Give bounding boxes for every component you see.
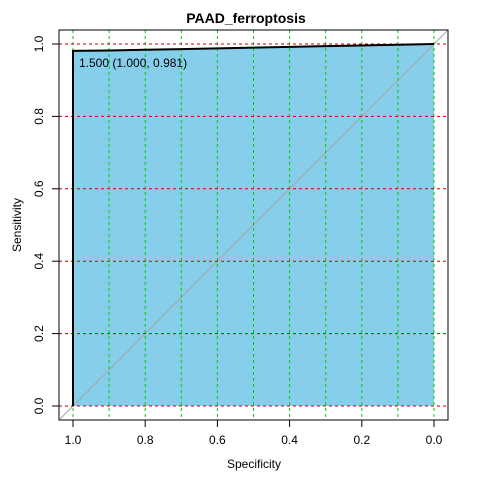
y-axis: 0.0 0.2 0.4 0.6 0.8 1.0 (32, 35, 60, 414)
y-tick-label: 0.6 (32, 180, 46, 197)
x-tick-label: 0.8 (137, 433, 154, 447)
roc-curve (72, 43, 435, 406)
plot-area: 1.500 (1.000, 0.981) (58, 29, 449, 421)
chart-title: PAAD_ferroptosis (186, 10, 306, 26)
y-tick-label: 0.2 (32, 325, 46, 342)
y-tick-label: 0.4 (32, 253, 46, 270)
x-tick-label: 0.4 (281, 433, 298, 447)
y-tick-label: 0.0 (32, 397, 46, 414)
x-tick-label: 0.0 (426, 433, 443, 447)
x-tick-label: 1.0 (65, 433, 82, 447)
x-axis-label: Specificity (227, 457, 281, 471)
x-tick-label: 0.2 (353, 433, 370, 447)
x-tick-label: 0.6 (209, 433, 226, 447)
x-axis: 1.0 0.8 0.6 0.4 0.2 0.0 (65, 419, 443, 447)
y-axis-label: Sensitivity (10, 198, 24, 252)
y-tick-label: 1.0 (32, 35, 46, 52)
y-tick-label: 0.8 (32, 108, 46, 125)
threshold-annotation: 1.500 (1.000, 0.981) (79, 56, 187, 70)
